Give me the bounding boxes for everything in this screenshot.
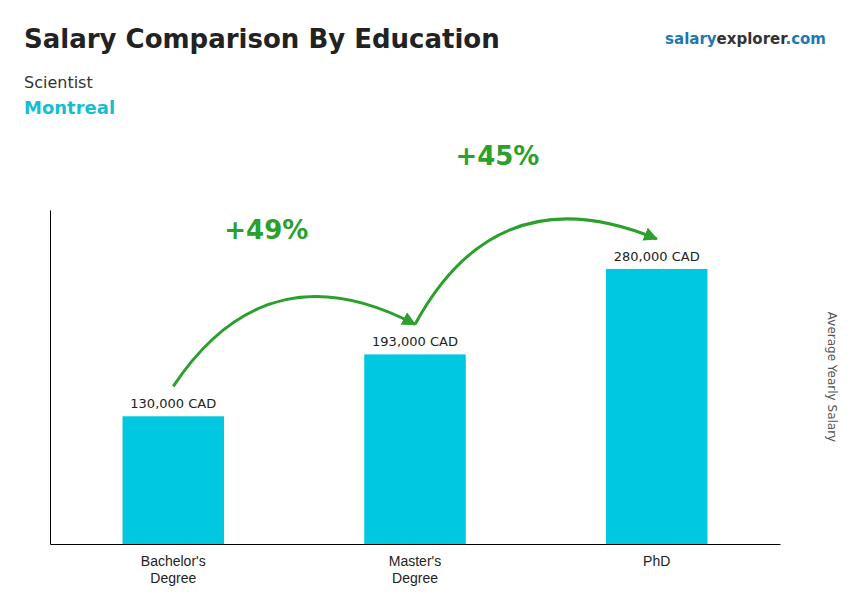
watermark-part: explorer [717, 30, 789, 48]
subtitle: Scientist [24, 73, 93, 92]
subtitle: Montreal [24, 97, 115, 118]
value-label: 130,000 CAD [130, 396, 216, 411]
chart-root: Salary Comparison By Education Scientist M… [0, 0, 850, 606]
x-axis-line [51, 544, 781, 545]
value-label: 280,000 CAD [614, 249, 700, 264]
value-labels: 130,000 CAD 193,000 CAD 280,000 CAD [130, 249, 699, 411]
y-axis [50, 211, 51, 545]
x-tick: Bachelor'sDegree [141, 553, 206, 586]
watermark-part: salary [665, 30, 717, 48]
y-axis-line [50, 211, 51, 545]
x-tick-label: PhD [643, 553, 670, 569]
value-label: 193,000 CAD [372, 334, 458, 349]
x-tick-label-line: Master's [389, 553, 441, 569]
arc-arrow [415, 219, 657, 325]
x-tick: PhD [643, 553, 670, 569]
x-tick-label-line: Degree [150, 570, 196, 586]
plot: Bachelor'sDegreeMaster'sDegreePhD130,000… [51, 141, 781, 586]
x-tick-label-line: PhD [643, 553, 670, 569]
arc-arrow [173, 297, 415, 387]
bar [606, 269, 708, 544]
bars [123, 269, 708, 544]
y-axis-label: Average Yearly Salary [825, 312, 839, 442]
bar [364, 354, 466, 544]
annotation-label: +49% [224, 215, 308, 245]
watermark: salaryexplorer.com [665, 30, 826, 48]
x-tick-label: Bachelor'sDegree [141, 553, 206, 586]
x-axis: Bachelor'sDegreeMaster'sDegreePhD [51, 545, 781, 586]
title: Salary Comparison By Education [24, 24, 500, 54]
annotation-label: +45% [455, 141, 539, 171]
x-tick-label-line: Bachelor's [141, 553, 206, 569]
x-tick: Master'sDegree [389, 553, 441, 586]
x-tick-label: Master'sDegree [389, 553, 441, 586]
x-tick-label-line: Degree [392, 570, 438, 586]
bar [123, 416, 225, 544]
watermark-part: .com [785, 30, 826, 48]
annotations: +49% +45% [173, 141, 656, 386]
